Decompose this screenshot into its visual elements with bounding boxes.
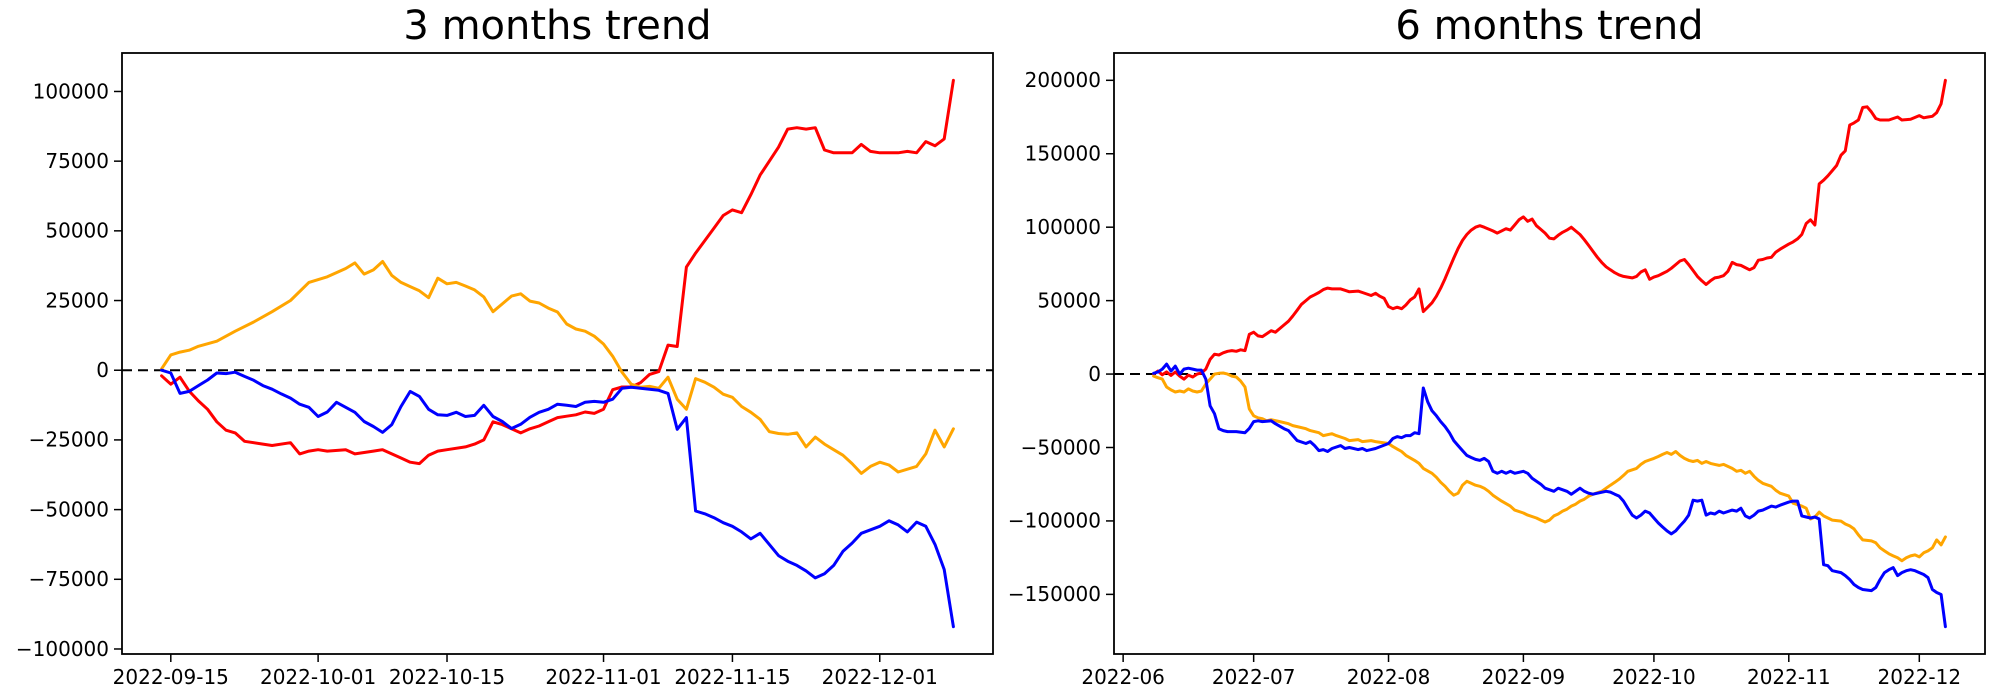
y-tick-label: 150000	[1025, 142, 1101, 166]
axis-frame	[121, 52, 994, 655]
y-tick-label: −50000	[29, 497, 109, 521]
y-tick-label: 100000	[33, 79, 109, 103]
x-tick-label: 2022-08	[1347, 665, 1431, 689]
series-line-red	[160, 78, 955, 466]
x-tick-label: 2022-09-15	[113, 665, 229, 689]
x-tick-label: 2022-11-15	[674, 665, 790, 689]
chart-6-months: 6 months trend −150000 −100000 −50000 0 5000…	[1000, 0, 2000, 700]
x-tick-label: 2022-12	[1878, 665, 1962, 689]
y-tick-label: −25000	[29, 428, 109, 452]
chart-title: 3 months trend	[403, 3, 712, 49]
series-line-blue	[1152, 362, 1947, 629]
x-tick-label: 2022-06	[1081, 665, 1165, 689]
x-tick-label: 2022-11-01	[545, 665, 661, 689]
axis-frame	[1113, 52, 1986, 655]
x-tick-label: 2022-10-01	[260, 665, 376, 689]
y-tick-label: 0	[1088, 362, 1101, 386]
series-line-blue	[160, 368, 955, 629]
y-tick-label: −150000	[1008, 582, 1101, 606]
series-line-orange	[160, 260, 955, 475]
chart-3-months: 3 months trend −100000 −75000 −50000 −25000…	[16, 3, 994, 689]
y-tick-label: 75000	[45, 149, 109, 173]
y-tick-label: −100000	[16, 637, 109, 661]
y-tick-label: −50000	[1021, 435, 1101, 459]
y-tick-label: −75000	[29, 567, 109, 591]
y-tick-label: −100000	[1008, 509, 1101, 533]
series-line-orange	[1152, 371, 1947, 563]
y-tick-label: 0	[96, 358, 109, 382]
x-tick-label: 2022-12-01	[822, 665, 938, 689]
plot-area-6-months: −150000 −100000 −50000 0 50000 100000 150000 20…	[1008, 52, 1986, 689]
plot-area-3-months: −100000 −75000 −50000 −25000 0 25000 50000 7500…	[16, 52, 994, 689]
x-tick-label: 2022-11	[1747, 665, 1831, 689]
chart-title: 6 months trend	[1395, 3, 1704, 49]
x-tick-label: 2022-09	[1482, 665, 1566, 689]
y-tick-label: 100000	[1025, 215, 1101, 239]
series-line-red	[1152, 78, 1947, 381]
y-tick-label: 25000	[45, 288, 109, 312]
y-tick-label: 50000	[45, 219, 109, 243]
x-tick-label: 2022-10	[1612, 665, 1696, 689]
x-tick-label: 2022-07	[1212, 665, 1296, 689]
y-tick-label: 50000	[1037, 288, 1101, 312]
y-tick-label: 200000	[1025, 68, 1101, 92]
x-tick-label: 2022-10-15	[389, 665, 505, 689]
